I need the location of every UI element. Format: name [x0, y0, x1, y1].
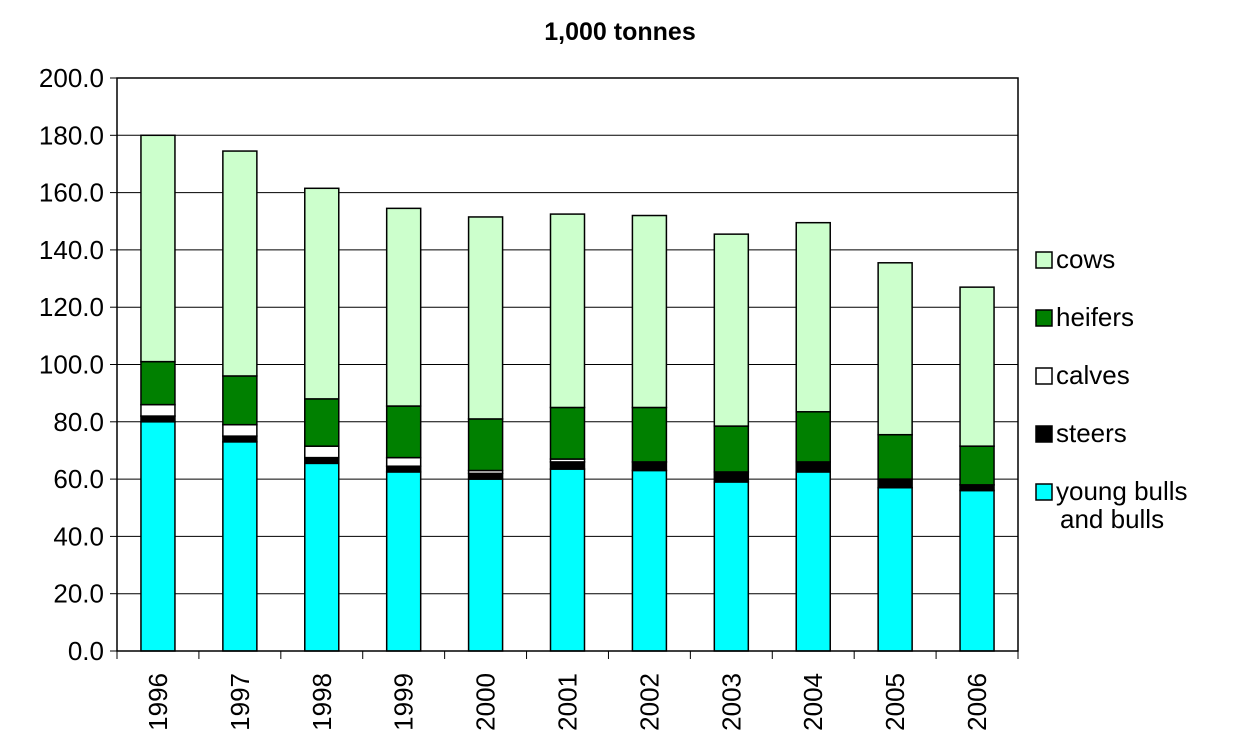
legend-label-line: steers	[1056, 418, 1127, 448]
legend-label: heifers	[1056, 302, 1134, 332]
bar-segment-steers	[385, 465, 422, 473]
bar-segment-steers	[713, 471, 750, 483]
chart-title: 1,000 tonnes	[544, 18, 695, 46]
bar-segment-cows	[549, 213, 586, 409]
bar-segment-heifers	[140, 360, 176, 406]
bar-segment-cows	[304, 187, 340, 400]
y-tick-label: 140.0	[39, 235, 104, 265]
bar-segment-steers	[467, 472, 504, 480]
y-tick-label: 0.0	[68, 636, 104, 666]
y-tick-label: 60.0	[53, 464, 104, 494]
y-tick-label: 180.0	[39, 120, 104, 150]
y-tick-label: 160.0	[39, 178, 104, 208]
x-tick-label: 2000	[471, 673, 501, 731]
bar-segment-heifers	[304, 398, 340, 447]
legend-label: calves	[1056, 360, 1130, 390]
bar-segment-young-bulls-and-bulls	[795, 471, 831, 652]
bar-segment-heifers	[795, 411, 831, 463]
y-tick-label: 80.0	[53, 407, 104, 437]
legend-label-line: heifers	[1056, 302, 1134, 332]
legend-label-line: calves	[1056, 360, 1130, 390]
legend-label-line: young bulls	[1056, 476, 1188, 506]
bar-segment-cows	[467, 216, 504, 420]
x-tick-label: 2006	[962, 673, 992, 731]
bar-segment-steers	[631, 461, 668, 472]
bar-segment-steers	[140, 415, 176, 423]
bar-segment-young-bulls-and-bulls	[385, 471, 422, 652]
bars	[140, 134, 995, 652]
legend-label-line: cows	[1056, 244, 1115, 274]
bar-segment-steers	[304, 456, 340, 465]
bar-segment-steers	[549, 461, 586, 470]
legend-label: steers	[1056, 418, 1127, 448]
x-tick-label: 2004	[798, 673, 828, 731]
x-tick-label: 1997	[225, 673, 255, 731]
legend-swatch	[1035, 367, 1053, 385]
bar-segment-young-bulls-and-bulls	[222, 441, 258, 652]
bar-segment-steers	[222, 435, 258, 443]
bar-segment-calves	[140, 403, 176, 417]
bar-segment-cows	[631, 214, 668, 409]
bar-segment-young-bulls-and-bulls	[304, 462, 340, 652]
y-tick-label: 100.0	[39, 350, 104, 380]
x-tick-label: 2001	[553, 673, 583, 731]
bar-segment-cows	[959, 286, 995, 447]
y-axis-ticks: 0.0 20.0 40.0 60.0 80.0 100.0 120.0 140.0 160.0 1…	[39, 63, 117, 666]
y-tick-label: 20.0	[53, 579, 104, 609]
bar-segment-cows	[222, 150, 258, 377]
y-tick-label: 120.0	[39, 292, 104, 322]
bar-segment-calves	[304, 445, 340, 459]
bar-segment-young-bulls-and-bulls	[467, 478, 504, 652]
bar-segment-heifers	[713, 425, 750, 473]
bar-segment-cows	[795, 221, 831, 413]
x-tick-label: 2003	[716, 673, 746, 731]
legend-label-line: and bulls	[1060, 504, 1164, 534]
bar-segment-cows	[385, 207, 422, 407]
bar-segment-calves	[385, 456, 422, 467]
x-axis-ticks: 1996 1997 1998 1999 2000 2001 2002 2003 2004 2005…	[116, 651, 1019, 731]
bar-segment-heifers	[959, 445, 995, 486]
legend-label: cows	[1056, 244, 1115, 274]
x-tick-label: 2005	[880, 673, 910, 731]
bar-segment-steers	[795, 461, 831, 473]
y-tick-label: 40.0	[53, 521, 104, 551]
bar-segment-heifers	[877, 433, 913, 480]
y-tick-label: 200.0	[39, 63, 104, 93]
bar-segment-cows	[140, 134, 176, 363]
legend-swatch	[1035, 483, 1053, 501]
bar-segment-young-bulls-and-bulls	[713, 481, 750, 652]
legend-swatch	[1035, 309, 1053, 327]
legend: cows heifers calves steers young bulls and bu…	[1035, 244, 1188, 534]
bar-segment-young-bulls-and-bulls	[959, 489, 995, 652]
legend-swatch	[1035, 425, 1053, 443]
bar-segment-calves	[222, 423, 258, 437]
bar-segment-steers	[877, 478, 913, 489]
bar-segment-cows	[713, 233, 750, 427]
bar-segment-cows	[877, 262, 913, 436]
bar-segment-young-bulls-and-bulls	[877, 486, 913, 652]
x-tick-label: 1996	[143, 673, 173, 731]
bar-segment-heifers	[467, 418, 504, 472]
x-tick-label: 1999	[389, 673, 419, 731]
bar-segment-heifers	[222, 375, 258, 426]
x-tick-label: 1998	[307, 673, 337, 731]
legend-label: young bulls and bulls	[1056, 476, 1188, 534]
bar-segment-young-bulls-and-bulls	[140, 421, 176, 652]
bar-segment-young-bulls-and-bulls	[631, 469, 668, 652]
legend-swatch	[1035, 251, 1053, 269]
bar-segment-heifers	[549, 406, 586, 460]
bar-segment-steers	[959, 484, 995, 492]
bar-segment-heifers	[631, 406, 668, 463]
x-tick-label: 2002	[634, 673, 664, 731]
bar-segment-heifers	[385, 405, 422, 459]
bar-segment-young-bulls-and-bulls	[549, 468, 586, 652]
